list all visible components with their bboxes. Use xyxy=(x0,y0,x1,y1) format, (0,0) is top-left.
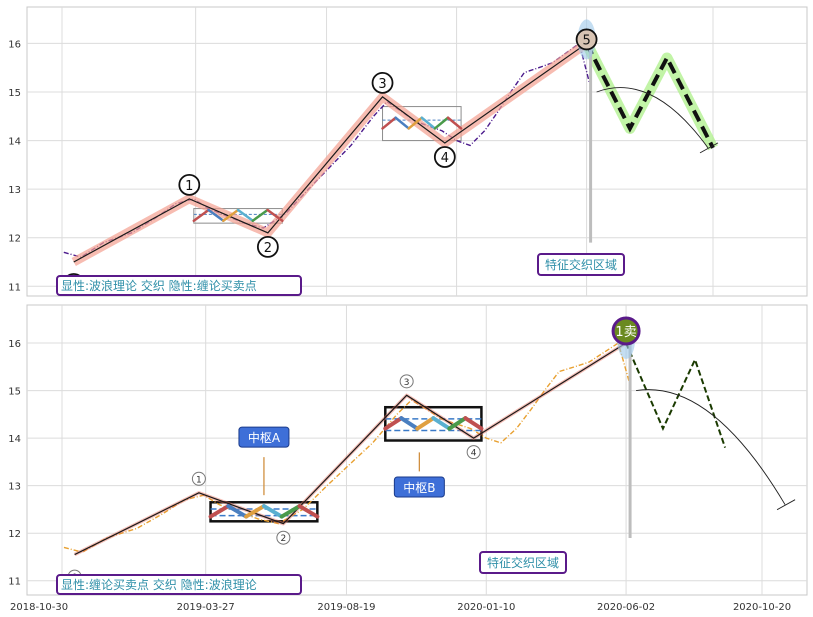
pivot-wiggle xyxy=(236,208,255,222)
arc-end-tick xyxy=(699,142,719,154)
pivot-wiggle xyxy=(226,504,249,519)
wave-point-marker xyxy=(256,235,279,258)
wave-point-marker xyxy=(466,445,481,460)
pivot-wiggle xyxy=(222,208,240,222)
hub-a-badge xyxy=(238,426,290,448)
y-tick-label: 11 xyxy=(8,577,21,588)
pivot-wiggle xyxy=(394,116,410,130)
wave-point-marker xyxy=(276,530,291,545)
pivot-wiggle xyxy=(399,416,420,431)
wave-point-label: 1 xyxy=(196,475,202,485)
y-tick-label: 15 xyxy=(8,88,21,99)
price-series-line xyxy=(63,341,630,553)
x-tick-label: 2020-10-20 xyxy=(733,602,791,613)
wave-point-label: 3 xyxy=(404,378,410,388)
pivot-wiggle xyxy=(244,504,266,519)
projection-line xyxy=(625,342,727,448)
y-tick-label: 14 xyxy=(8,137,21,148)
wave-line xyxy=(73,42,587,263)
hub-b-badge xyxy=(393,476,445,498)
wave-point-marker xyxy=(433,146,456,168)
pivot-wiggle xyxy=(463,416,484,431)
pivot-wiggle xyxy=(415,416,436,431)
legend-label: 显性:缠论买卖点 交织 隐性:波浪理论 xyxy=(61,577,257,592)
y-tick-label: 11 xyxy=(8,282,21,293)
pivot-wiggle xyxy=(433,116,450,130)
arc-end-tick xyxy=(776,499,796,511)
y-tick-label: 16 xyxy=(8,339,21,350)
wave-line xyxy=(74,342,627,556)
wave-point-label: 1 xyxy=(185,179,193,194)
x-tick-label: 2018-10-30 xyxy=(10,602,68,613)
feature-zone-box xyxy=(537,253,625,276)
pivot-wiggle xyxy=(407,116,424,130)
pivot-wiggle xyxy=(279,504,302,519)
wave-point-label: 4 xyxy=(471,449,477,459)
y-tick-label: 13 xyxy=(8,185,21,196)
plot-frame xyxy=(26,6,808,297)
y-tick-label: 12 xyxy=(8,234,21,245)
feature-zone-box xyxy=(479,551,567,574)
pivot-wiggle xyxy=(447,416,468,431)
wave-point-marker xyxy=(575,28,598,51)
hub-a-label: 中枢A xyxy=(248,430,281,445)
wave-point-marker xyxy=(371,71,394,94)
legend-label: 显性:波浪理论 交织 隐性:缠论买卖点 xyxy=(61,278,257,293)
wave-point-marker xyxy=(399,374,414,389)
sell-point-marker xyxy=(611,316,641,346)
pivot-zone xyxy=(384,405,483,442)
y-tick-label: 14 xyxy=(8,434,21,445)
feature-zone-label: 特征交织区域 xyxy=(487,555,559,570)
x-tick-label: 2019-03-27 xyxy=(177,602,235,613)
x-tick-label: 2019-08-19 xyxy=(317,602,375,613)
sell-point-label: 1卖 xyxy=(615,325,636,340)
pivot-wiggle xyxy=(192,208,210,222)
wave-point-label: 4 xyxy=(441,151,449,166)
wave-point-label: 2 xyxy=(280,534,286,544)
x-tick-label: 2020-01-10 xyxy=(457,602,515,613)
pivot-wiggle xyxy=(208,504,231,519)
y-tick-label: 12 xyxy=(8,529,21,540)
pivot-wiggle xyxy=(297,504,320,519)
forecast-arc xyxy=(636,389,786,505)
projection-line xyxy=(584,42,715,149)
y-tick-label: 16 xyxy=(8,39,21,50)
legend-box xyxy=(56,574,302,595)
x-tick-label: 2020-06-02 xyxy=(597,602,655,613)
pivot-wiggle xyxy=(420,116,437,130)
wave-point-marker xyxy=(191,471,206,486)
wave-point-label: 2 xyxy=(264,241,272,256)
y-tick-label: 15 xyxy=(8,387,21,398)
pivot-wiggle xyxy=(431,416,452,431)
pivot-zone xyxy=(209,501,319,523)
y-tick-label: 13 xyxy=(8,482,21,493)
pivot-wiggle xyxy=(261,504,284,519)
legend-box xyxy=(56,275,302,296)
plot-frame xyxy=(26,304,808,596)
feature-zone-label: 特征交织区域 xyxy=(545,257,617,272)
pivot-zone xyxy=(382,106,462,142)
pivot-wiggle xyxy=(207,208,225,222)
pivot-wiggle xyxy=(383,416,404,431)
wave-point-marker xyxy=(178,173,201,196)
wave-point-label: 5 xyxy=(582,33,590,48)
wave-point-label: 3 xyxy=(378,77,386,92)
pivot-wiggle xyxy=(446,116,463,130)
hub-b-label: 中枢B xyxy=(403,480,435,495)
pivot-wiggle xyxy=(251,208,269,222)
pivot-wiggle xyxy=(266,208,284,222)
pivot-wiggle xyxy=(381,116,397,130)
forecast-arc xyxy=(596,87,709,149)
